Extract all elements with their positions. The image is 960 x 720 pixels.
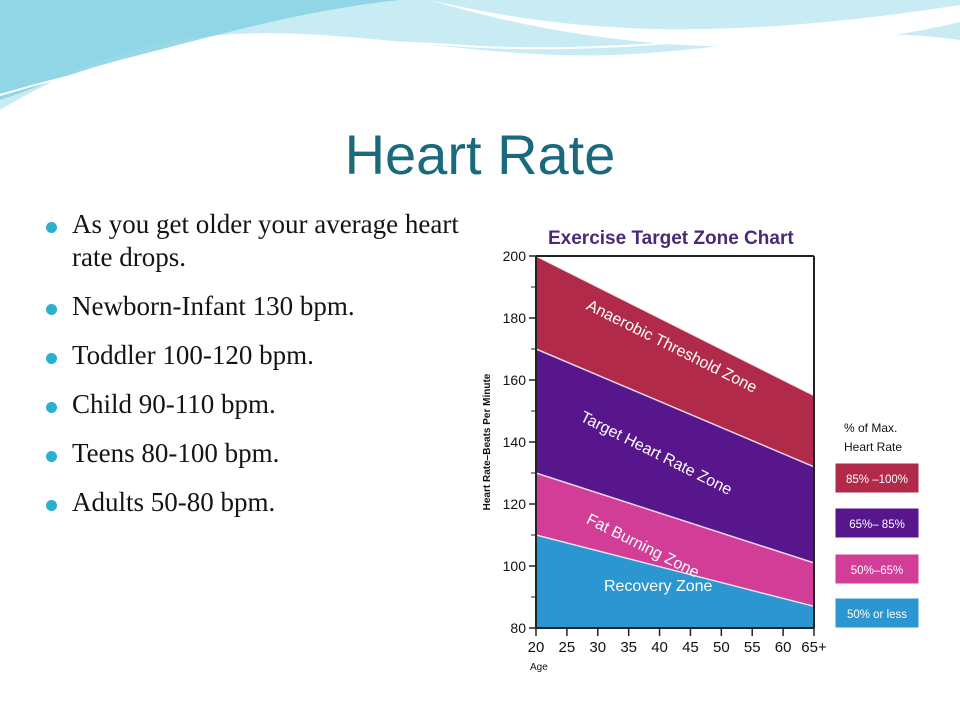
x-tick-label: 40 <box>651 639 668 656</box>
x-tick-label: 55 <box>744 639 761 656</box>
bullet-item: Newborn-Infant 130 bpm. <box>44 290 464 323</box>
bullet-dot-icon <box>46 402 57 413</box>
zone-band-4 <box>536 535 814 628</box>
bullet-dot-icon <box>46 500 57 511</box>
header-wave-line <box>0 14 960 96</box>
chart-title: Exercise Target Zone Chart <box>548 228 794 249</box>
zone-label: Recovery Zone <box>604 578 713 595</box>
x-tick-label: 45 <box>682 639 699 656</box>
bullet-text: As you get older your average heart rate… <box>72 209 459 272</box>
y-tick-label: 200 <box>503 248 527 264</box>
zone-boundary-line-3 <box>535 472 815 564</box>
y-tick-label: 140 <box>503 434 527 450</box>
legend-swatch <box>834 597 920 629</box>
x-axis-label: Age <box>530 662 548 673</box>
bullet-text: Child 90-110 bpm. <box>72 389 276 419</box>
zone-boundary-line-1 <box>535 255 815 397</box>
legend-title: Heart Rate <box>844 440 902 454</box>
zone-band-2 <box>536 349 814 563</box>
zone-band-3 <box>536 473 814 607</box>
x-tick-label: 50 <box>713 639 730 656</box>
bullet-text: Toddler 100-120 bpm. <box>72 340 314 370</box>
bullet-item: As you get older your average heart rate… <box>44 208 464 274</box>
legend-title: % of Max. <box>844 421 897 435</box>
legend-swatch <box>834 553 920 585</box>
y-tick-label: 120 <box>503 496 527 512</box>
legend-item-label: 65%– 85% <box>849 519 905 531</box>
header-wave-dark <box>0 0 400 100</box>
x-tick-label: 35 <box>620 639 637 656</box>
legend-item-label: 50%–65% <box>851 565 903 577</box>
bullet-item: Toddler 100-120 bpm. <box>44 339 464 372</box>
bullet-item: Adults 50-80 bpm. <box>44 486 464 519</box>
header-wave-white <box>430 0 960 47</box>
x-tick-label: 25 <box>559 639 576 656</box>
bullet-text: Teens 80-100 bpm. <box>72 438 280 468</box>
legend-item-label: 85% –100% <box>846 474 908 486</box>
slide-title: Heart Rate <box>344 123 616 186</box>
bullet-dot-icon <box>46 353 57 364</box>
y-tick-label: 160 <box>503 372 527 388</box>
legend-swatch <box>834 507 920 539</box>
legend-item-label: 50% or less <box>847 609 907 621</box>
legend-swatch <box>834 462 920 494</box>
x-tick-label: 20 <box>528 639 545 656</box>
bullet-item: Child 90-110 bpm. <box>44 388 464 421</box>
zone-boundary-line-4 <box>535 534 815 608</box>
bullet-list: As you get older your average heart rate… <box>44 208 464 535</box>
bullet-item: Teens 80-100 bpm. <box>44 437 464 470</box>
bullet-dot-icon <box>46 451 57 462</box>
y-tick-label: 100 <box>503 558 527 574</box>
bullet-dot-icon <box>46 304 57 315</box>
zone-band-1 <box>536 256 814 467</box>
x-tick-label: 30 <box>589 639 606 656</box>
y-tick-label: 180 <box>503 310 527 326</box>
zone-boundary-line-2 <box>535 348 815 468</box>
bullet-text: Newborn-Infant 130 bpm. <box>72 291 355 321</box>
bullet-text: Adults 50-80 bpm. <box>72 487 276 517</box>
x-tick-label: 65+ <box>801 639 827 656</box>
y-tick-label: 80 <box>510 620 526 636</box>
bullet-dot-icon <box>46 222 57 233</box>
y-axis-label: Heart Rate–Beats Per Minute <box>482 373 493 510</box>
x-tick-label: 60 <box>775 639 792 656</box>
